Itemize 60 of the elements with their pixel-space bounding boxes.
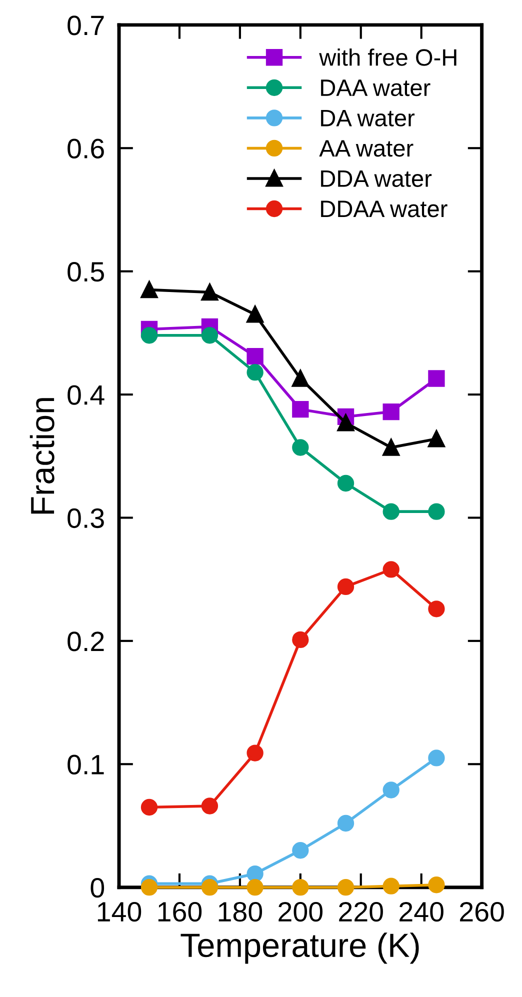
point xyxy=(246,865,264,882)
point xyxy=(428,876,445,894)
point xyxy=(140,281,158,298)
point xyxy=(382,439,400,456)
point xyxy=(201,327,218,344)
point xyxy=(428,750,445,766)
y-tick-label: 0.3 xyxy=(68,508,104,528)
x-tick-label: 140 xyxy=(98,902,142,922)
point xyxy=(201,798,218,814)
point xyxy=(382,403,400,420)
y-tick-label: 0.2 xyxy=(68,632,104,652)
legend-label: DAA water xyxy=(321,80,430,96)
legend-label: AA water xyxy=(319,140,414,157)
x-tick-label: 200 xyxy=(278,902,322,922)
point xyxy=(382,782,400,798)
point xyxy=(382,561,400,578)
y-tick-label: 0 xyxy=(90,878,104,898)
point xyxy=(246,364,264,381)
x-tick-label: 260 xyxy=(460,902,504,922)
point xyxy=(382,878,400,894)
y-axis-title: Fraction xyxy=(30,398,54,514)
x-tick-label: 180 xyxy=(218,902,262,922)
point xyxy=(428,503,445,520)
point xyxy=(201,878,218,896)
point xyxy=(246,348,264,365)
point xyxy=(337,578,354,596)
x-tick-label: 220 xyxy=(339,902,383,922)
point xyxy=(140,878,158,896)
y-tick-label: 0.5 xyxy=(68,262,104,282)
point xyxy=(246,306,264,323)
x-axis-title: Temperature (K) xyxy=(180,932,419,964)
point xyxy=(428,430,445,448)
legend-label: DDAA water xyxy=(321,200,448,218)
point xyxy=(292,439,309,456)
point xyxy=(201,284,218,301)
legend-label: with free O-H xyxy=(319,48,456,66)
point xyxy=(292,878,309,896)
point xyxy=(140,327,158,344)
x-tick-label: 240 xyxy=(400,902,444,922)
point xyxy=(428,370,445,387)
point xyxy=(292,842,309,859)
point xyxy=(337,878,354,896)
point xyxy=(246,878,264,896)
point xyxy=(428,600,445,618)
point xyxy=(246,744,264,762)
point xyxy=(337,814,354,832)
point xyxy=(292,631,309,648)
x-tick-label: 160 xyxy=(158,902,202,922)
point xyxy=(382,503,400,520)
point xyxy=(337,414,354,432)
point xyxy=(292,400,309,418)
y-tick-label: 0.1 xyxy=(68,754,104,774)
y-tick-label: 0.7 xyxy=(68,16,104,36)
y-tick-label: 0.4 xyxy=(68,385,104,405)
point xyxy=(140,798,158,816)
legend-label: DA water xyxy=(321,110,415,126)
y-tick-label: 0.6 xyxy=(68,138,104,158)
legend-label: DDA water xyxy=(321,170,432,187)
point xyxy=(337,474,354,492)
point xyxy=(292,370,309,387)
